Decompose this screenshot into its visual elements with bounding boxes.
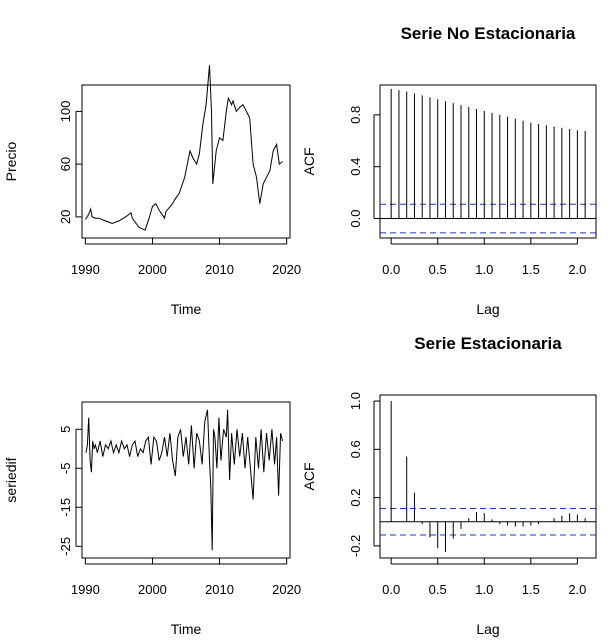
x-tick-label: 1990 [71,262,100,277]
x-tick-label: 1.0 [475,582,493,597]
chart-title: Serie Estacionaria [414,334,562,353]
y-tick-label: -15 [58,498,73,517]
y-axis-title: seriedif [3,457,19,502]
plot-frame [81,401,291,559]
y-tick-label: 0.0 [348,210,363,228]
x-tick-label: 2.0 [568,262,586,277]
x-tick-label: 2000 [138,582,167,597]
y-tick-label: 100 [58,101,73,123]
y-tick-label: -0.2 [348,535,363,557]
x-tick-label: 2020 [272,262,301,277]
x-tick-label: 2020 [272,582,301,597]
y-tick-label: -5 [58,463,73,475]
x-tick-label: 1.5 [522,582,540,597]
x-tick-label: 0.5 [429,582,447,597]
plot-frame [81,84,291,239]
x-axis-title: Time [171,621,202,637]
x-axis-title: Lag [476,621,499,637]
y-tick-label: 0.2 [348,489,363,507]
y-tick-label: 60 [58,157,73,171]
plot-frame [379,84,597,239]
y-axis-title: Precio [3,141,19,181]
series-line [84,65,283,231]
x-tick-label: 2000 [138,262,167,277]
y-tick-label: 1.0 [348,392,363,410]
y-tick-label: 0.6 [348,440,363,458]
y-tick-label: 5 [58,426,73,433]
x-tick-label: 2010 [205,582,234,597]
x-tick-label: 2.0 [568,582,586,597]
y-axis-title: ACF [301,148,317,176]
x-tick-label: 1990 [71,582,100,597]
x-tick-label: 1.0 [475,262,493,277]
x-tick-label: 0.0 [382,582,400,597]
x-axis-title: Time [171,301,202,317]
y-axis-title: ACF [301,463,317,491]
plot-frame [379,394,597,559]
chart-title: Serie No Estacionaria [401,24,576,43]
y-tick-label: 0.8 [348,106,363,124]
x-axis-title: Lag [476,301,499,317]
x-tick-label: 1.5 [522,262,540,277]
y-tick-label: -25 [58,537,73,556]
series-line [85,409,284,551]
y-tick-label: 20 [58,210,73,224]
x-tick-label: 0.5 [429,262,447,277]
x-tick-label: 2010 [205,262,234,277]
y-tick-label: 0.4 [348,158,363,176]
x-tick-label: 0.0 [382,262,400,277]
